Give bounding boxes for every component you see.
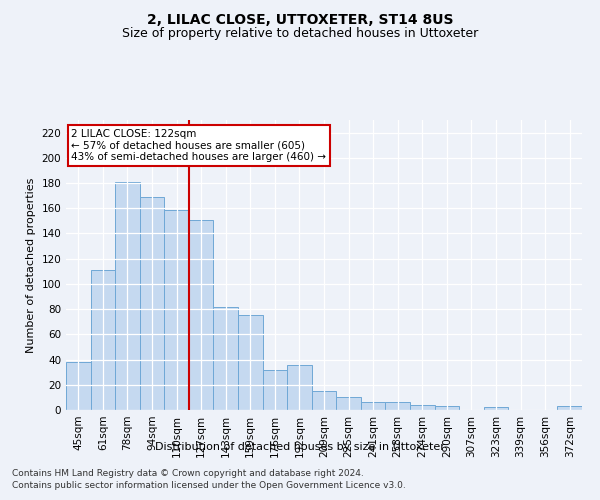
Bar: [164, 210, 189, 410]
Bar: [214, 306, 238, 410]
Bar: [140, 197, 164, 410]
Text: 2 LILAC CLOSE: 122sqm
← 57% of detached houses are smaller (605)
43% of semi-det: 2 LILAC CLOSE: 122sqm ← 57% of detached …: [71, 128, 326, 162]
Bar: [410, 405, 434, 410]
Text: Size of property relative to detached houses in Uttoxeter: Size of property relative to detached ho…: [122, 28, 478, 40]
Bar: [385, 402, 410, 410]
Bar: [287, 364, 312, 410]
Bar: [557, 406, 582, 410]
Bar: [336, 398, 361, 410]
Bar: [484, 408, 508, 410]
Bar: [91, 270, 115, 410]
Bar: [189, 220, 214, 410]
Bar: [312, 391, 336, 410]
Bar: [361, 402, 385, 410]
Bar: [238, 316, 263, 410]
Text: Contains public sector information licensed under the Open Government Licence v3: Contains public sector information licen…: [12, 481, 406, 490]
Text: 2, LILAC CLOSE, UTTOXETER, ST14 8US: 2, LILAC CLOSE, UTTOXETER, ST14 8US: [147, 12, 453, 26]
Y-axis label: Number of detached properties: Number of detached properties: [26, 178, 36, 352]
Text: Contains HM Land Registry data © Crown copyright and database right 2024.: Contains HM Land Registry data © Crown c…: [12, 468, 364, 477]
Bar: [66, 362, 91, 410]
Bar: [434, 406, 459, 410]
Bar: [115, 182, 140, 410]
Text: Distribution of detached houses by size in Uttoxeter: Distribution of detached houses by size …: [155, 442, 445, 452]
Bar: [263, 370, 287, 410]
